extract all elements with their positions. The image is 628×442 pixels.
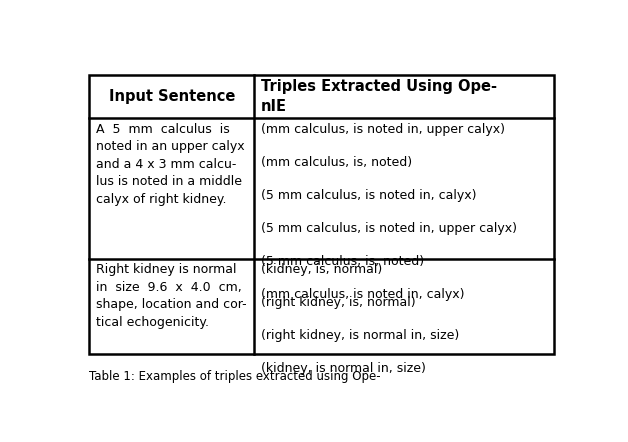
Text: Input Sentence: Input Sentence: [109, 89, 235, 104]
Text: Table 1: Examples of triples extracted using Ope-: Table 1: Examples of triples extracted u…: [89, 370, 381, 383]
Text: Triples Extracted Using Ope-
nIE: Triples Extracted Using Ope- nIE: [261, 80, 497, 114]
Text: Right kidney is normal
in  size  9.6  x  4.0  cm,
shape, location and cor-
tical: Right kidney is normal in size 9.6 x 4.0…: [96, 263, 247, 329]
Text: (kidney, is, normal)

(right kidney, is, normal)

(right kidney, is normal in, s: (kidney, is, normal) (right kidney, is, …: [261, 263, 460, 375]
Text: A  5  mm  calculus  is
noted in an upper calyx
and a 4 x 3 mm calcu-
lus is note: A 5 mm calculus is noted in an upper cal…: [96, 122, 245, 206]
Text: (mm calculus, is noted in, upper calyx)

(mm calculus, is, noted)

(5 mm calculu: (mm calculus, is noted in, upper calyx) …: [261, 122, 517, 301]
Bar: [89, 75, 555, 354]
